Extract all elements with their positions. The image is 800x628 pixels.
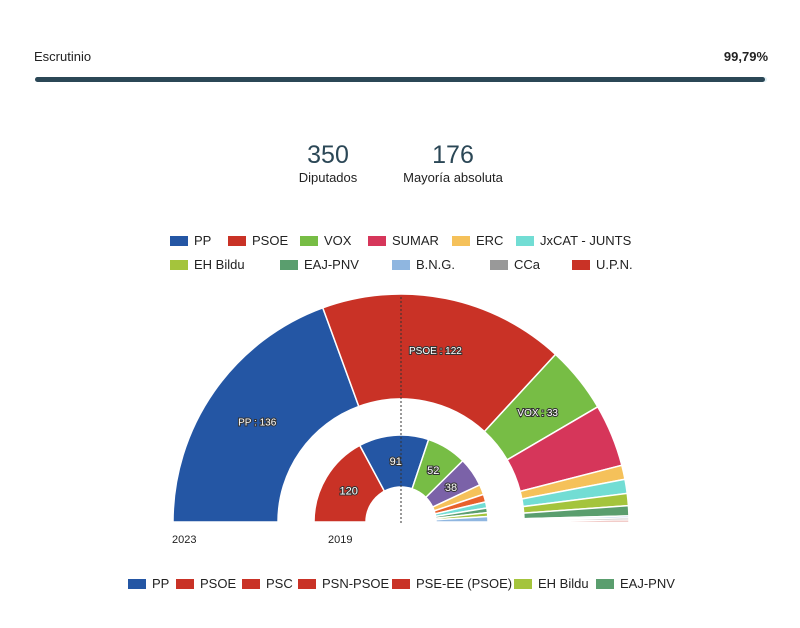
- scrutiny-progress-fill: [35, 77, 766, 82]
- legend-label: PP: [194, 233, 212, 248]
- legend-item[interactable]: PSE-EE (PSOE): [392, 576, 512, 591]
- legend-label: EAJ-PNV: [304, 257, 359, 272]
- legend-item[interactable]: VOX: [300, 233, 351, 248]
- legend-label: JxCAT - JUNTS: [540, 233, 632, 248]
- legend-label: SUMAR: [392, 233, 439, 248]
- ring-year-label: 2019: [328, 534, 352, 546]
- legend-swatch: [170, 259, 188, 270]
- stat-seats-value: 350: [307, 141, 349, 169]
- legend-swatch: [176, 578, 194, 589]
- legend-swatch: [490, 259, 508, 270]
- legend-item[interactable]: CCa: [490, 257, 540, 272]
- scrutiny-value: 99,79%: [723, 49, 768, 64]
- legend-item[interactable]: U.P.N.: [572, 257, 633, 272]
- segment-label: PSOE : 122: [409, 346, 462, 357]
- stat-majority: 176 Mayoría absoluta: [393, 141, 513, 185]
- legend-label: EH Bildu: [538, 576, 589, 591]
- segment-label: PP : 136: [238, 417, 277, 428]
- legend-item[interactable]: EH Bildu: [514, 576, 589, 591]
- seat-segment[interactable]: [523, 519, 630, 523]
- stat-seats: 350 Diputados: [278, 141, 378, 185]
- legend-swatch: [452, 235, 470, 246]
- legend-label: CCa: [514, 257, 541, 272]
- legend-label: PSOE: [252, 233, 289, 248]
- segment-label: 91: [390, 456, 402, 468]
- legend-label: EAJ-PNV: [620, 576, 675, 591]
- legend-swatch: [228, 235, 246, 246]
- legend-label: PSN-PSOE: [322, 576, 390, 591]
- legend-swatch: [516, 235, 534, 246]
- legend-swatch: [514, 578, 532, 589]
- legend-item[interactable]: B.N.G.: [392, 257, 455, 272]
- legend-item[interactable]: SUMAR: [368, 233, 439, 248]
- legend-item[interactable]: PSOE: [176, 576, 236, 591]
- legend-item[interactable]: PSC: [242, 576, 293, 591]
- legend-item[interactable]: PSN-PSOE: [298, 576, 389, 591]
- ring-year-label: 2023: [172, 534, 196, 546]
- legend-item[interactable]: PP: [128, 576, 169, 591]
- scrutiny-progress-bar: [35, 77, 767, 82]
- legend-swatch: [280, 259, 298, 270]
- legend-swatch: [392, 578, 410, 589]
- legend-label: ERC: [476, 233, 504, 248]
- legend-item[interactable]: PSOE: [228, 233, 288, 248]
- legend-swatch: [596, 578, 614, 589]
- legend-item[interactable]: EAJ-PNV: [596, 576, 675, 591]
- stat-majority-value: 176: [432, 141, 474, 169]
- legend-label: U.P.N.: [596, 257, 633, 272]
- legend-swatch: [128, 578, 146, 589]
- legend-swatch: [368, 235, 386, 246]
- segment-label: 120: [339, 486, 357, 498]
- legend-label: PSOE: [200, 576, 237, 591]
- legend-swatch: [300, 235, 318, 246]
- segment-label: VOX : 33: [517, 408, 558, 419]
- legend-label: PP: [152, 576, 170, 591]
- legend-label: PSC: [266, 576, 293, 591]
- legend-label: PSE-EE (PSOE): [416, 576, 513, 591]
- stat-seats-label: Diputados: [298, 170, 358, 185]
- segment-label: 38: [445, 482, 457, 494]
- legend-item[interactable]: PP: [170, 233, 211, 248]
- legend-label: VOX: [324, 233, 352, 248]
- scrutiny-label: Escrutinio: [34, 49, 92, 64]
- legend-swatch: [242, 578, 260, 589]
- seat-segment[interactable]: [313, 444, 386, 523]
- legend-label: EH Bildu: [194, 257, 245, 272]
- legend-item[interactable]: EAJ-PNV: [280, 257, 359, 272]
- seat-segment[interactable]: [172, 306, 360, 523]
- legend-item[interactable]: JxCAT - JUNTS: [516, 233, 631, 248]
- segment-label: 52: [427, 465, 439, 477]
- legend-item[interactable]: ERC: [452, 233, 503, 248]
- legend-swatch: [170, 235, 188, 246]
- legend-item[interactable]: EH Bildu: [170, 257, 245, 272]
- seat-segment[interactable]: [321, 293, 557, 433]
- seat-segment[interactable]: [435, 515, 489, 523]
- legend-label: B.N.G.: [416, 257, 456, 272]
- legend-swatch: [572, 259, 590, 270]
- legend-swatch: [298, 578, 316, 589]
- stat-majority-label: Mayoría absoluta: [403, 170, 503, 185]
- legend-swatch: [392, 259, 410, 270]
